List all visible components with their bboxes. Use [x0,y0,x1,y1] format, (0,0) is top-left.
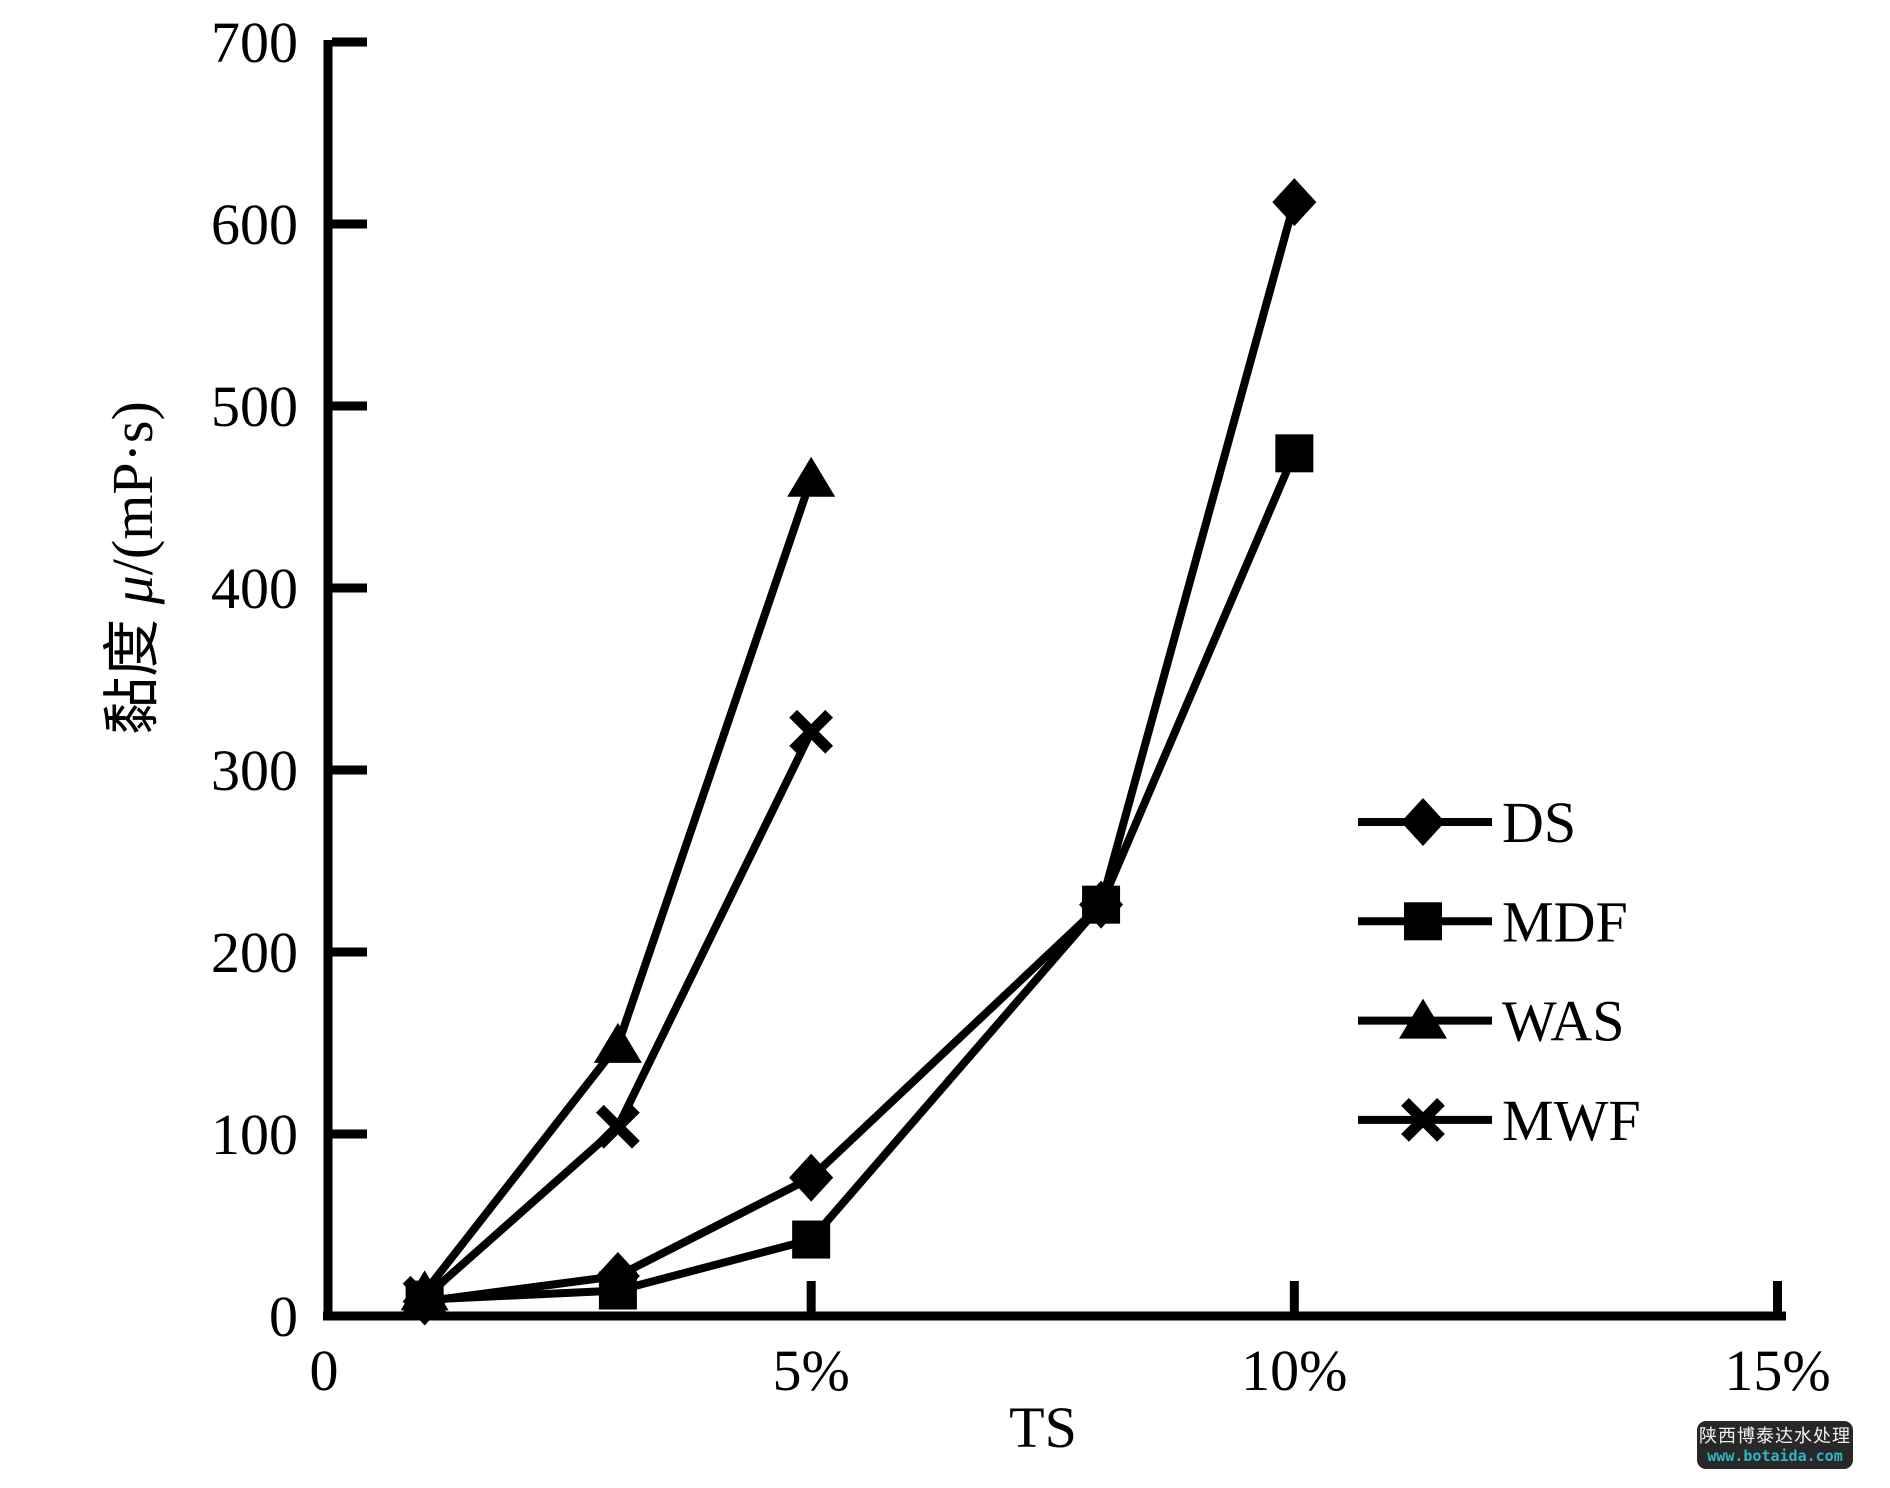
y-tick-label: 400 [211,556,298,621]
legend-marker-mwf [1401,1098,1445,1142]
y-tick-label: 0 [269,1284,298,1349]
watermark: 陕西博泰达水处理 www.botaida.com [1697,1421,1853,1469]
y-axis-label: 黏度 μ/(mP·s) [100,401,165,735]
series-line-mdf [424,451,1299,1304]
legend-label-was: WAS [1502,989,1624,1054]
marker-mwf [789,709,834,754]
x-tick-label: 10% [1241,1338,1347,1403]
marker-mdf [405,1280,444,1319]
watermark-text: 陕西博泰达水处理 [1699,1425,1851,1446]
legend-marker-was [1399,998,1447,1039]
marker-was [593,1022,642,1063]
marker-was [787,456,836,497]
legend-label-mwf: MWF [1502,1088,1641,1153]
x-tick-label: 5% [773,1338,850,1403]
x-tick-label: 15% [1724,1338,1830,1403]
marker-mdf [1082,885,1121,924]
marker-mdf [1275,434,1314,473]
y-tick-label: 500 [211,374,298,439]
y-tick-label: 200 [211,920,298,985]
series-line-was [421,477,815,1295]
y-tick-label: 100 [211,1102,298,1167]
legend-label-mdf: MDF [1502,889,1628,954]
x-axis-label: TS [1009,1395,1077,1460]
x-tick-label: 0 [310,1338,339,1403]
marker-ds [789,1153,834,1202]
mu-symbol: μ [100,575,165,605]
watermark-url: www.botaida.com [1707,1446,1843,1465]
legend-marker-mdf [1404,902,1442,941]
y-tick-label: 600 [211,192,298,257]
marker-ds [1272,178,1317,227]
y-tick-label: 300 [211,738,298,803]
marker-mdf [792,1220,831,1259]
legend-marker-ds [1401,798,1445,846]
y-tick-label: 700 [211,10,298,75]
marker-mdf [598,1271,637,1310]
legend-label-ds: DS [1502,790,1576,855]
marker-mwf [596,1104,640,1149]
